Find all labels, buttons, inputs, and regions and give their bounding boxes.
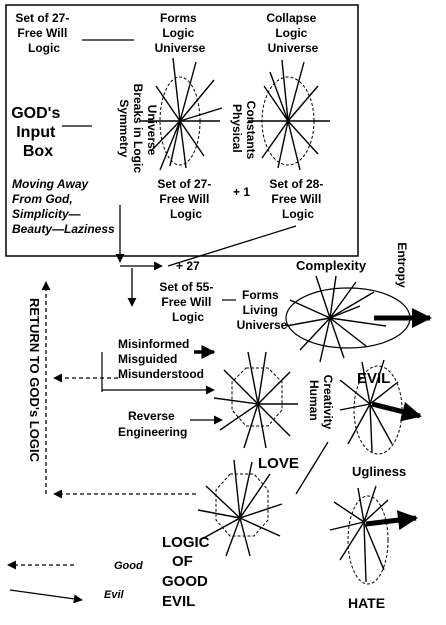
reverse-engineering-label: Reverse Engineering: [118, 409, 187, 439]
forms-logic-universe-label: Forms Logic Universe: [155, 11, 206, 55]
gods-input-box-label: GOD's Input Box: [11, 105, 65, 160]
gods-input-box-frame: [5, 4, 359, 257]
set27-top-label: Set of 27- Free Will Logic: [15, 11, 72, 55]
evil-caps-label: EVIL: [357, 370, 390, 387]
svg-text:Entropy: Entropy: [395, 242, 409, 288]
good-evil-glyph: [197, 459, 283, 557]
ugliness-glyph: [339, 359, 422, 455]
return-to-god-label: RETURN TO GOD's LOGIC: [27, 298, 42, 463]
box-output-arrows: [115, 205, 297, 307]
logic-universe-forms-glyph: [140, 57, 223, 171]
svg-text:Human Creativity: Human Creativity: [307, 375, 335, 430]
legend: Good Evil: [7, 560, 143, 604]
complexity-label: Complexity: [296, 258, 367, 273]
plus-one-label: + 1: [233, 185, 250, 199]
set28-label: Set of 28- Free Will Logic: [269, 177, 326, 221]
entropy-label: Entropy: [395, 242, 409, 288]
plus-27-label: + 27: [176, 259, 200, 273]
hate-glyph: [329, 485, 418, 585]
set55-label: Set of 55- Free Will Logic: [159, 280, 216, 324]
human-creativity-label: Human Creativity: [307, 375, 335, 430]
svg-text:Symmetry Breaks in Logic: Symmetry Breaks in Logic Universe: [117, 84, 159, 177]
love-label: LOVE: [258, 455, 299, 472]
ugliness-label: Ugliness: [352, 464, 406, 479]
living-universe-glyph: [285, 275, 432, 363]
legend-good-label: Good: [114, 560, 143, 572]
collapse-logic-universe-label: Collapse Logic Universe: [266, 11, 319, 55]
misinformed-label: Misinformed Misguided Misunderstood: [118, 337, 204, 381]
svg-text:RETURN TO GOD's LOGIC: RETURN TO GOD's LOGIC: [27, 298, 42, 463]
moving-away-label: Moving Away From God, Simplicity— Beauty…: [12, 177, 115, 236]
legend-evil-label: Evil: [104, 589, 125, 601]
hate-label: HATE: [348, 595, 385, 611]
symmetry-breaks-label: Symmetry Breaks in Logic Universe: [117, 84, 159, 177]
love-glyph: [213, 351, 298, 449]
logic-good-evil-label: LOGIC OF GOOD EVIL: [162, 534, 214, 610]
legend-evil-arrow: [9, 589, 83, 604]
forms-living-universe-label: Forms Living Universe: [237, 288, 288, 332]
logic-universe-collapse-glyph: [248, 59, 330, 171]
physical-constants-label: Physical Constants: [230, 101, 258, 160]
svg-text:Physical Constants: Physical Constants: [230, 101, 258, 160]
creativity-connector: [295, 441, 329, 495]
set27-bottom-label: Set of 27- Free Will Logic: [157, 177, 214, 221]
